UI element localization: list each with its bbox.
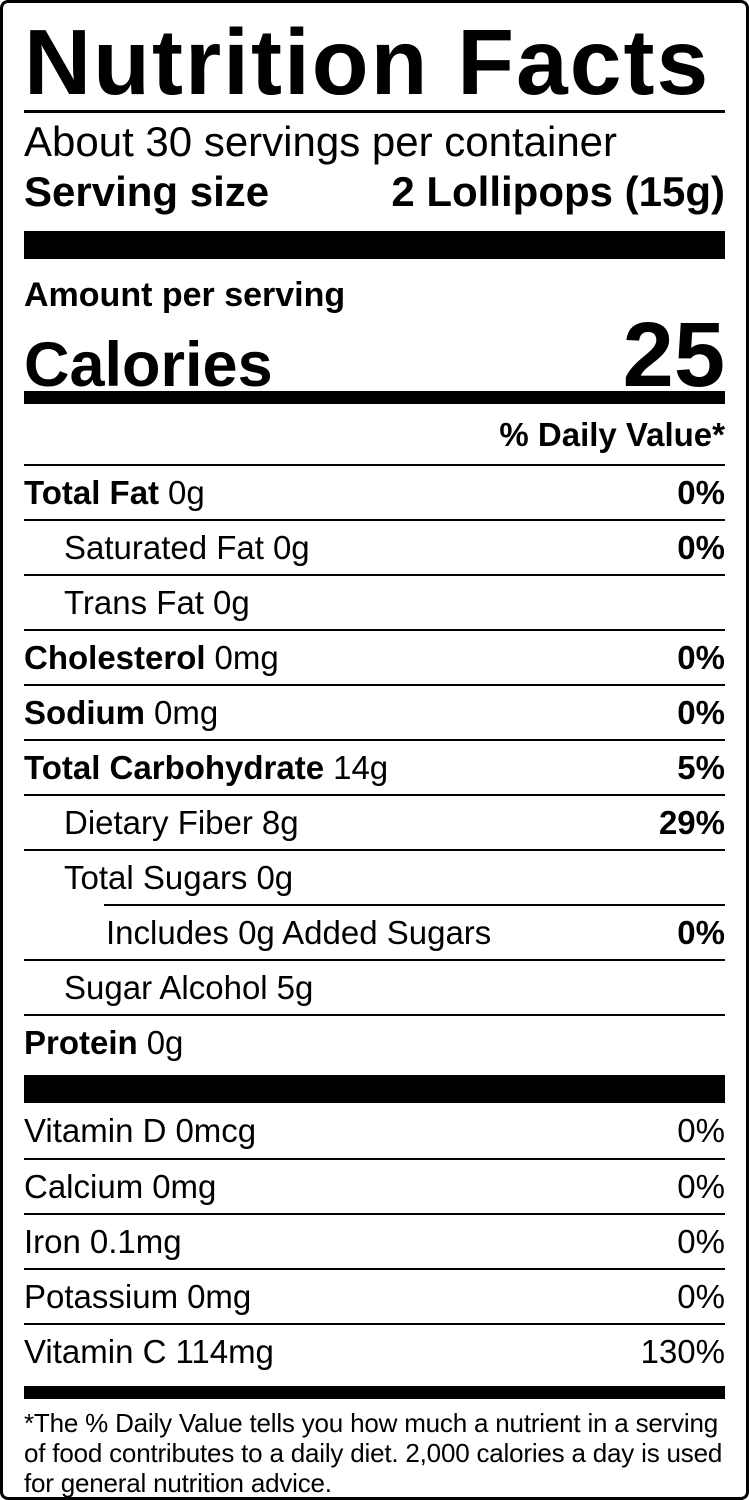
nutrient-dv: 0% <box>677 638 725 676</box>
nutrient-row-added-sugars: Includes 0g Added Sugars 0% <box>104 904 725 959</box>
nutrient-dv: 0% <box>677 913 725 951</box>
nutrient-row-total-carbohydrate: Total Carbohydrate 14g 5% <box>24 739 725 794</box>
serving-size-row: Serving size 2 Lollipops (15g) <box>24 167 725 217</box>
nutrient-row-saturated-fat: Saturated Fat 0g 0% <box>24 519 725 574</box>
micronutrient-row-potassium: Potassium 0mg 0% <box>24 1268 725 1323</box>
nutrient-amount: 5g <box>276 968 314 1006</box>
title-divider <box>24 110 725 113</box>
micronutrient-name: Iron <box>24 1222 81 1260</box>
nutrient-amount: 0g <box>212 583 250 621</box>
daily-value-footnote: *The % Daily Value tells you how much a … <box>24 1408 723 1498</box>
nutrient-amount: 8g <box>261 803 299 841</box>
daily-value-header: % Daily Value* <box>499 416 725 453</box>
calories-value: 25 <box>622 304 725 406</box>
nutrient-dv: 0% <box>677 473 725 511</box>
nutrient-amount: 0mg <box>214 638 279 676</box>
calories-label: Calories <box>24 330 273 400</box>
micronutrient-name: Potassium <box>24 1277 179 1315</box>
servings-per-container: About 30 servings per container <box>24 118 618 165</box>
micronutrient-amount: 114mg <box>175 1332 274 1370</box>
nutrient-name: Sugar Alcohol <box>64 968 268 1006</box>
nutrient-row-sugar-alcohol: Sugar Alcohol 5g <box>24 959 725 1014</box>
nutrient-amount: 0g <box>272 528 310 566</box>
nutrient-name: Includes 0g Added Sugars <box>106 913 492 951</box>
nutrient-row-sodium: Sodium 0mg 0% <box>24 684 725 739</box>
micronutrient-name: Calcium <box>24 1167 144 1205</box>
nutrient-name: Total Sugars <box>64 858 248 896</box>
nutrient-dv: 0% <box>677 693 725 731</box>
nutrient-name: Trans Fat <box>64 583 204 621</box>
calories-divider-bar <box>24 391 725 404</box>
micronutrient-amount: 0mg <box>152 1167 217 1205</box>
nutrient-amount: 0g <box>146 1023 184 1061</box>
nutrient-amount: 0mg <box>154 693 219 731</box>
label-title: Nutrition Facts <box>24 10 711 114</box>
nutrient-row-cholesterol: Cholesterol 0mg 0% <box>24 629 725 684</box>
micronutrient-row-iron: Iron 0.1mg 0% <box>24 1213 725 1268</box>
nutrient-dv: 5% <box>677 748 725 786</box>
micronutrient-amount: 0mg <box>187 1277 252 1315</box>
micronutrient-name: Vitamin C <box>24 1332 167 1370</box>
micronutrient-section: Vitamin D 0mcg 0% Calcium 0mg 0% Iron 0.1mg… <box>24 1103 725 1378</box>
nutrient-dv: 0% <box>677 528 725 566</box>
micronutrient-dv: 0% <box>677 1277 725 1315</box>
micronutrient-dv: 0% <box>677 1167 725 1205</box>
nutrient-section: Total Fat 0g 0% Saturated Fat 0g 0% Trans … <box>24 464 725 1069</box>
micronutrient-amount: 0.1mg <box>89 1222 182 1260</box>
nutrient-amount: 14g <box>333 748 389 786</box>
micronutrient-row-calcium: Calcium 0mg 0% <box>24 1158 725 1213</box>
micronutrient-amount: 0mcg <box>175 1111 257 1149</box>
nutrient-name: Dietary Fiber <box>64 803 253 841</box>
serving-size-label: Serving size <box>24 168 270 215</box>
nutrient-amount: 0g <box>256 858 294 896</box>
nutrient-row-trans-fat: Trans Fat 0g <box>24 574 725 629</box>
micronutrient-row-vitamin-d: Vitamin D 0mcg 0% <box>24 1103 725 1158</box>
amount-per-serving: Amount per serving <box>24 276 346 314</box>
micronutrient-dv: 0% <box>677 1111 725 1149</box>
nutrient-name: Cholesterol <box>24 638 206 676</box>
calories-row: Calories 25 <box>24 309 725 401</box>
serving-size-value: 2 Lollipops (15g) <box>391 168 725 215</box>
nutrient-amount: 0g <box>168 473 205 511</box>
nutrient-row-protein: Protein 0g <box>24 1014 725 1069</box>
nutrient-name: Sodium <box>24 693 145 731</box>
nutrient-row-dietary-fiber: Dietary Fiber 8g 29% <box>24 794 725 849</box>
nutrient-name: Total Carbohydrate <box>24 748 325 786</box>
footnote-divider-bar <box>24 1386 725 1399</box>
nutrient-name: Protein <box>24 1023 138 1061</box>
nutrient-name: Total Fat <box>24 473 160 511</box>
section-bar-top <box>24 231 725 259</box>
nutrient-row-total-sugars: Total Sugars 0g <box>24 849 725 904</box>
micronutrient-dv: 0% <box>677 1222 725 1260</box>
section-bar-micronutrients <box>24 1075 725 1103</box>
micronutrient-dv: 130% <box>640 1332 725 1370</box>
micronutrient-row-vitamin-c: Vitamin C 114mg 130% <box>24 1323 725 1378</box>
nutrient-name: Saturated Fat <box>64 528 264 566</box>
micronutrient-name: Vitamin D <box>24 1111 167 1149</box>
nutrient-dv: 29% <box>658 803 725 841</box>
nutrient-row-total-fat: Total Fat 0g 0% <box>24 464 725 519</box>
